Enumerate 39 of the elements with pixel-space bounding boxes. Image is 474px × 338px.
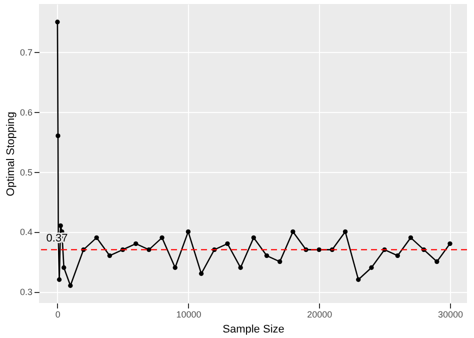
point — [342, 229, 348, 234]
point — [134, 241, 138, 246]
point — [434, 259, 440, 264]
y-tick-label: 0.4 — [20, 227, 32, 238]
point — [94, 235, 99, 240]
point — [277, 259, 282, 264]
point — [408, 235, 414, 240]
point — [186, 229, 191, 234]
point — [198, 271, 204, 276]
y-tick-label: 0.5 — [20, 167, 32, 178]
point — [225, 241, 230, 246]
point — [356, 277, 361, 282]
point — [107, 253, 112, 258]
point — [238, 265, 243, 270]
point — [369, 265, 374, 270]
point — [160, 235, 164, 240]
point — [316, 247, 322, 252]
point — [448, 241, 452, 246]
x-tick-label: 20000 — [307, 310, 332, 320]
y-tick-label: 0.6 — [20, 107, 32, 118]
x-tick-label: 30000 — [438, 310, 463, 320]
y-tick-label: 0.7 — [20, 47, 32, 58]
point — [56, 277, 62, 282]
point — [395, 253, 400, 258]
x-tick-label: 10000 — [176, 310, 202, 320]
y-axis-title: Optimal Stopping — [4, 112, 17, 196]
point — [290, 229, 296, 234]
point — [56, 133, 60, 138]
point — [264, 253, 270, 258]
point — [68, 283, 73, 288]
y-tick-label: 0.3 — [20, 287, 32, 298]
point — [146, 247, 152, 252]
point — [58, 223, 63, 228]
point — [55, 20, 60, 24]
x-tick-label: 0 — [55, 310, 60, 320]
x-axis-title: Sample Size — [222, 324, 284, 336]
point — [251, 235, 256, 240]
point — [172, 265, 178, 270]
point — [62, 265, 66, 270]
